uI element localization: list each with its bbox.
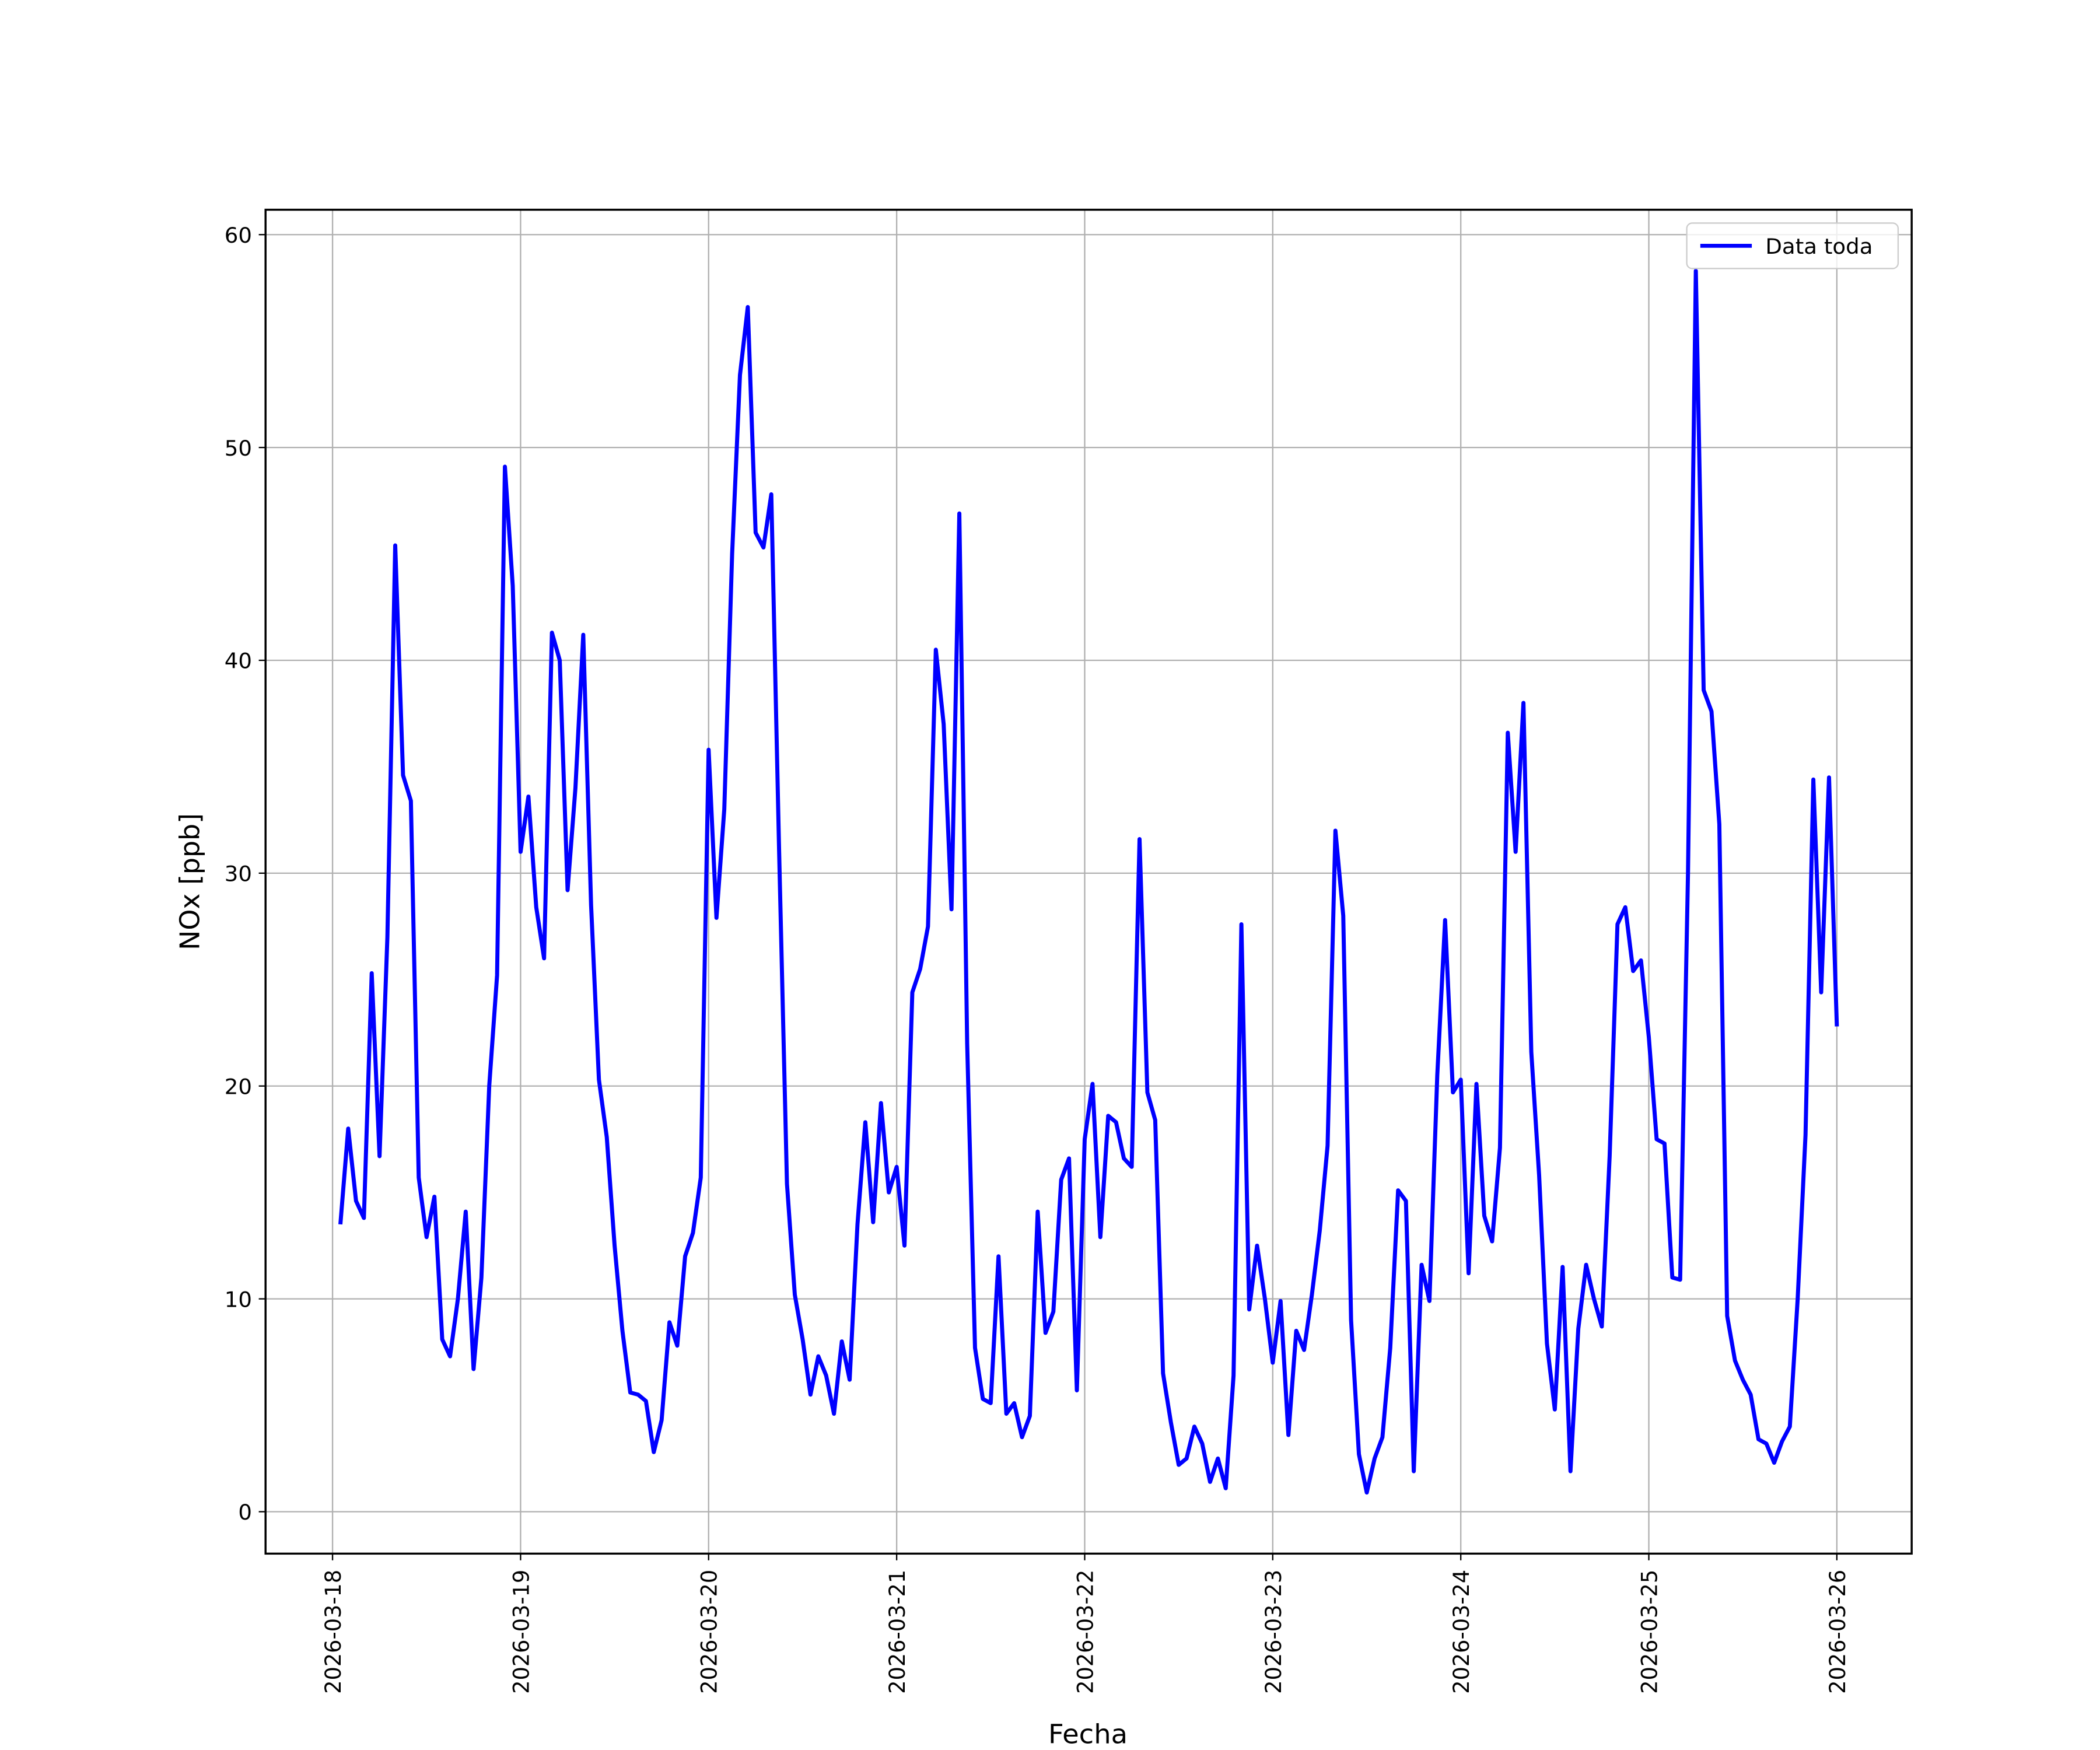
y-tick-label: 0 xyxy=(238,1500,252,1525)
y-axis-label: NOx [ppb] xyxy=(174,813,205,950)
x-axis-label: Fecha xyxy=(1048,1718,1128,1750)
x-tick-label: 2026-03-18 xyxy=(321,1570,346,1694)
data-line xyxy=(338,268,1839,1495)
x-tick-label: 2026-03-19 xyxy=(509,1570,534,1694)
y-tick-label: 60 xyxy=(225,223,252,248)
y-tick-label: 50 xyxy=(225,436,252,461)
y-tick-label: 30 xyxy=(225,862,252,887)
y-tick-label: 20 xyxy=(225,1074,252,1100)
y-tick-label: 10 xyxy=(225,1287,252,1312)
x-tick-label: 2026-03-24 xyxy=(1449,1570,1474,1694)
plot-frame xyxy=(264,208,1913,1555)
y-tick-label: 40 xyxy=(225,649,252,674)
legend-label: Data toda xyxy=(1765,234,1873,259)
legend-box xyxy=(1686,222,1899,270)
x-tick-label: 2026-03-20 xyxy=(696,1570,722,1694)
x-tick-label: 2026-03-22 xyxy=(1073,1570,1098,1694)
x-tick-label: 2026-03-21 xyxy=(885,1570,910,1694)
x-tick-label: 2026-03-26 xyxy=(1825,1570,1850,1694)
x-tick-label: 2026-03-23 xyxy=(1261,1570,1286,1694)
x-tick-label: 2026-03-25 xyxy=(1637,1570,1662,1694)
